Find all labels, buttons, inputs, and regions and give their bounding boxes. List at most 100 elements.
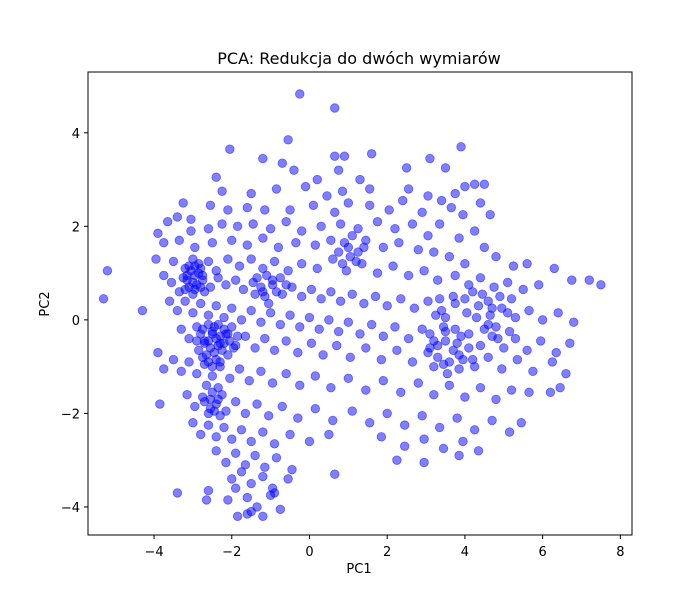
scatter-point (524, 305, 534, 316)
scatter-point (176, 366, 186, 377)
scatter-point (431, 310, 441, 320)
scatter-point (225, 336, 235, 346)
scatter-point (425, 329, 435, 339)
scatter-point (285, 310, 295, 320)
scatter-point (460, 294, 470, 304)
scatter-point (246, 506, 256, 517)
scatter-point (545, 387, 556, 398)
scatter-point (353, 223, 363, 234)
scatter-point (168, 354, 179, 365)
scatter-point (271, 453, 282, 463)
scatter-point (491, 394, 501, 405)
x-tick-label: 6 (538, 545, 546, 560)
scatter-point (483, 296, 493, 306)
scatter-point (506, 294, 517, 304)
scatter-point (297, 291, 307, 302)
scatter-point (159, 364, 169, 374)
scatter-point (258, 511, 268, 521)
scatter-point (229, 343, 239, 353)
chart-title: PCA: Redukcja do dwóch wymiarów (217, 49, 500, 68)
scatter-point (227, 235, 237, 246)
scatter-point (341, 266, 352, 276)
x-tick-label: −4 (144, 545, 163, 560)
scatter-point (211, 172, 221, 182)
scatter-point (281, 280, 291, 290)
scatter-point (258, 471, 268, 482)
scatter-point (347, 230, 357, 241)
scatter-point (462, 308, 472, 318)
scatter-point (260, 462, 270, 472)
scatter-point (361, 343, 371, 353)
scatter-point (382, 408, 392, 419)
scatter-point (258, 153, 268, 164)
scatter-point (390, 223, 400, 234)
scatter-point (330, 207, 340, 218)
scatter-point (553, 308, 563, 318)
scatter-point (444, 380, 455, 391)
scatter-point (337, 259, 348, 269)
scatter-point (326, 235, 336, 246)
scatter-point (201, 495, 212, 505)
scatter-point (378, 242, 389, 253)
scatter-point (440, 312, 451, 323)
scatter-point (215, 411, 225, 421)
scatter-point (423, 296, 433, 306)
scatter-point (265, 308, 276, 318)
scatter-point (396, 387, 406, 398)
scatter-point (275, 273, 286, 283)
scatter-point (248, 219, 258, 229)
scatter-point (366, 319, 377, 330)
scatter-point (512, 354, 523, 365)
scatter-point (475, 340, 486, 351)
scatter-point (376, 354, 387, 365)
scatter-point (291, 237, 301, 248)
scatter-point (242, 492, 253, 503)
scatter-point (166, 277, 177, 288)
scatter-point (250, 450, 260, 461)
scatter-point (483, 319, 493, 330)
scatter-point (485, 209, 495, 220)
scatter-point (236, 467, 247, 477)
scatter-point (98, 294, 109, 304)
scatter-point (227, 474, 237, 484)
scatter-point (219, 422, 229, 433)
scatter-point (260, 205, 270, 215)
scatter-point (347, 289, 357, 299)
scatter-point (293, 413, 303, 423)
x-tick-label: 8 (616, 545, 624, 560)
scatter-point (219, 324, 229, 334)
scatter-point (258, 263, 268, 274)
scatter-point (390, 322, 400, 332)
scatter-point (246, 478, 256, 489)
scatter-point (240, 408, 251, 419)
scatter-point (469, 226, 480, 236)
scatter-point (273, 242, 284, 253)
scatter-point (318, 350, 328, 360)
scatter-point (263, 411, 274, 421)
scatter-point (153, 347, 163, 358)
scatter-point (401, 163, 412, 173)
scatter-point (423, 191, 433, 201)
scatter-point (194, 259, 204, 269)
scatter-point (366, 149, 377, 159)
scatter-point (454, 364, 464, 374)
scatter-point (232, 331, 243, 341)
x-axis-ticks: −4 −2 0 2 4 6 8 (144, 535, 624, 560)
scatter-point (473, 301, 484, 311)
scatter-point (260, 333, 270, 344)
scatter-point (398, 195, 408, 206)
scatter-point (429, 361, 439, 372)
scatter-point (236, 425, 247, 435)
scatter-point (223, 205, 233, 215)
scatter-point (314, 324, 324, 334)
scatter-point (433, 275, 443, 285)
scatter-point (304, 312, 315, 323)
scatter-point (330, 469, 340, 479)
scatter-point (265, 223, 276, 234)
scatter-point (584, 275, 594, 285)
scatter-point (295, 380, 305, 391)
scatter-point (409, 303, 420, 313)
scatter-point (326, 382, 336, 393)
scatter-point (246, 254, 256, 264)
scatter-point (207, 371, 218, 381)
